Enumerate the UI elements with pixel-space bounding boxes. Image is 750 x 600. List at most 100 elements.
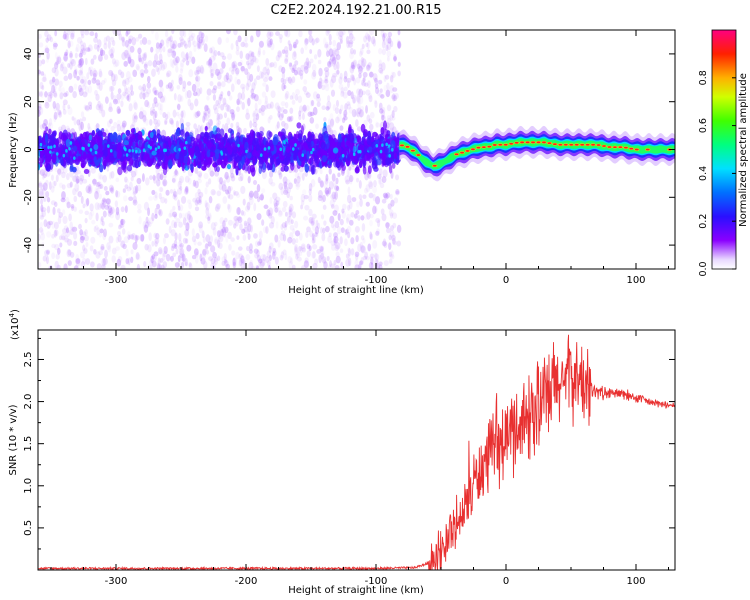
spectrogram-speckle <box>179 38 185 45</box>
spectrogram-speckle <box>66 201 71 209</box>
spectrogram-speckle <box>39 215 45 220</box>
spectrogram-speckle <box>158 264 162 269</box>
spectrogram-speckle <box>275 124 279 131</box>
spectrogram-band-blob <box>123 157 128 165</box>
spectrogram-speckle <box>285 90 290 99</box>
spectrogram-speckle <box>142 114 147 122</box>
spectrogram-speckle <box>55 253 60 260</box>
spectrogram-speckle <box>344 238 348 247</box>
spectrogram-speckle <box>108 85 113 93</box>
spectrogram-speckle <box>91 219 96 225</box>
spectrogram-speckle <box>85 105 90 112</box>
spectrogram-speckle <box>136 263 141 269</box>
spectrogram-speckle <box>365 89 371 96</box>
spectrogram-speckle <box>277 106 282 114</box>
spectrogram-speckle <box>288 62 293 67</box>
spectrogram-speckle <box>143 113 147 123</box>
spectrogram-speckle <box>117 234 122 243</box>
spectrogram-speckle <box>142 52 147 61</box>
spectrogram-speckle <box>369 231 373 240</box>
spectrogram-speckle <box>313 54 318 60</box>
spectrogram-speckle <box>289 224 295 231</box>
spectrogram-speckle <box>390 225 395 231</box>
spectrogram-speckle <box>314 232 318 237</box>
spectrogram-speckle <box>64 237 70 243</box>
spectrogram-speckle <box>236 235 240 240</box>
spectrogram-speckle <box>257 98 262 106</box>
spectrogram-speckle <box>347 247 351 253</box>
spectrogram-band-blob <box>216 127 221 133</box>
spectrogram-speckle <box>185 238 189 244</box>
spectrogram-speckle <box>391 71 396 78</box>
spectrogram-speckle <box>132 114 136 123</box>
spectrogram-speckle <box>223 259 228 264</box>
spectrogram-speckle <box>53 111 58 120</box>
spectrogram-speckle <box>309 58 314 64</box>
spectrogram-speckle <box>177 205 181 211</box>
spectrogram-speckle <box>106 165 110 172</box>
spectrogram-speckle <box>98 231 102 238</box>
spectrogram-speckle <box>303 61 309 70</box>
spectrogram-speckle <box>90 58 95 65</box>
spectrogram-speckle <box>249 259 253 267</box>
spectrogram-speckle <box>298 245 302 252</box>
spectrogram-speckle <box>147 39 152 45</box>
spectrogram-speckle <box>239 257 243 267</box>
spectrogram-speckle <box>370 257 374 265</box>
spectrogram-speckle <box>108 69 114 77</box>
spectrogram-speckle <box>132 199 138 206</box>
spectrogram-band-blob <box>38 163 41 171</box>
spectrogram-speckle <box>295 181 299 187</box>
spectrogram-speckle <box>58 111 63 118</box>
spectrogram-speckle <box>107 245 112 253</box>
spectrogram-speckle <box>75 43 80 53</box>
spectrogram-speckle <box>127 56 132 65</box>
spectrogram-speckle <box>365 184 371 193</box>
spectrogram-speckle <box>128 181 133 191</box>
spectrogram-speckle <box>233 191 239 196</box>
spectrogram-speckle <box>309 218 315 224</box>
spectrogram-speckle <box>350 47 354 55</box>
spectrogram-speckle <box>280 186 284 196</box>
spectrogram-speckle <box>222 97 227 106</box>
spectrogram-band-blob <box>297 160 302 166</box>
spectrogram-speckle <box>295 253 299 260</box>
spectrogram-speckle <box>141 37 148 45</box>
spectrogram-band-blob <box>197 150 202 161</box>
spectrogram-speckle <box>358 261 362 269</box>
spectrogram-speckle <box>69 52 73 59</box>
spectrogram-speckle <box>235 218 239 227</box>
spectrogram-speckle <box>225 189 229 195</box>
spectrogram-speckle <box>112 98 118 105</box>
spectrogram-speckle <box>198 36 204 44</box>
spectrogram-speckle <box>222 231 227 238</box>
spectrogram-speckle <box>368 181 374 190</box>
spectrogram-speckle <box>210 68 215 77</box>
spectrogram-speckle <box>106 202 110 208</box>
spectrogram-speckle <box>326 100 332 110</box>
spectrogram-speckle <box>339 218 344 226</box>
spectrogram-speckle <box>322 259 327 265</box>
spectrogram-speckle <box>79 229 84 236</box>
spectrogram-speckle <box>144 61 148 67</box>
spectrogram-speckle <box>217 37 222 45</box>
spectrogram-speckle <box>178 244 184 251</box>
spectrogram-speckle <box>118 33 123 41</box>
spectrogram-speckle <box>373 99 377 105</box>
spectrogram-speckle <box>227 186 233 192</box>
spectrogram-speckle <box>308 34 313 43</box>
spectrogram-speckle <box>395 190 400 196</box>
spectrogram-speckle <box>123 85 128 93</box>
spectrogram-band-blob <box>76 155 82 162</box>
spectrogram-speckle <box>81 76 87 85</box>
spectrogram-speckle <box>115 190 121 198</box>
spectrogram-speckle <box>81 33 85 39</box>
spectrogram-speckle <box>95 79 101 86</box>
spectrogram-speckle <box>177 180 182 190</box>
spectrogram-speckle <box>97 172 102 180</box>
spectrogram-speckle <box>191 228 195 237</box>
spectrogram-speckle <box>336 69 340 75</box>
spectrogram-speckle <box>111 58 116 65</box>
spectrogram-speckle <box>58 212 64 218</box>
spectrogram-speckle <box>246 222 250 228</box>
